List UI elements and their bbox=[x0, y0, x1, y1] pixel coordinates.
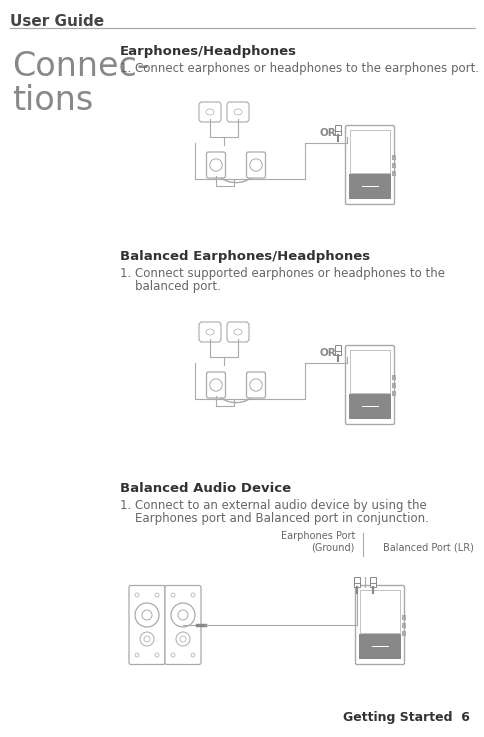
Bar bbox=[348, 394, 390, 419]
Circle shape bbox=[135, 593, 139, 597]
Bar bbox=[391, 155, 395, 159]
Circle shape bbox=[210, 159, 222, 171]
Bar bbox=[359, 590, 399, 632]
Bar bbox=[348, 173, 390, 199]
FancyBboxPatch shape bbox=[165, 585, 200, 665]
FancyBboxPatch shape bbox=[206, 372, 225, 398]
Text: Getting Started  6: Getting Started 6 bbox=[342, 711, 469, 724]
FancyBboxPatch shape bbox=[345, 125, 393, 204]
Bar bbox=[349, 350, 389, 393]
Bar bbox=[391, 391, 395, 396]
FancyBboxPatch shape bbox=[227, 322, 248, 342]
Ellipse shape bbox=[206, 109, 213, 115]
Circle shape bbox=[210, 379, 222, 391]
Bar bbox=[391, 170, 395, 175]
Circle shape bbox=[171, 653, 175, 657]
Circle shape bbox=[135, 653, 139, 657]
Bar bbox=[369, 577, 375, 587]
Text: 1. Connect supported earphones or headphones to the: 1. Connect supported earphones or headph… bbox=[120, 267, 444, 280]
Circle shape bbox=[178, 610, 188, 620]
Bar bbox=[334, 125, 340, 135]
Circle shape bbox=[140, 632, 154, 646]
Text: OR: OR bbox=[319, 128, 336, 138]
Bar bbox=[401, 623, 405, 627]
FancyBboxPatch shape bbox=[129, 585, 165, 665]
Circle shape bbox=[249, 159, 262, 171]
Bar bbox=[334, 345, 340, 355]
Bar bbox=[349, 130, 389, 172]
Text: Connec-
tions: Connec- tions bbox=[12, 50, 149, 117]
Circle shape bbox=[135, 603, 159, 627]
Text: User Guide: User Guide bbox=[10, 14, 104, 29]
Text: 1. Connect earphones or headphones to the earphones port.: 1. Connect earphones or headphones to th… bbox=[120, 62, 478, 75]
Circle shape bbox=[142, 610, 151, 620]
FancyBboxPatch shape bbox=[345, 346, 393, 425]
FancyBboxPatch shape bbox=[227, 102, 248, 122]
Text: Earphones port and Balanced port in conjunction.: Earphones port and Balanced port in conj… bbox=[120, 512, 428, 525]
Bar bbox=[391, 383, 395, 388]
FancyBboxPatch shape bbox=[355, 585, 404, 665]
Bar bbox=[401, 615, 405, 620]
Text: balanced port.: balanced port. bbox=[120, 280, 220, 293]
Circle shape bbox=[180, 636, 186, 642]
Text: Earphones Port
(Ground): Earphones Port (Ground) bbox=[280, 531, 354, 553]
Ellipse shape bbox=[233, 109, 242, 115]
Ellipse shape bbox=[233, 329, 242, 335]
Circle shape bbox=[155, 653, 159, 657]
Bar bbox=[358, 634, 400, 659]
Ellipse shape bbox=[206, 329, 213, 335]
Circle shape bbox=[171, 593, 175, 597]
FancyBboxPatch shape bbox=[198, 102, 221, 122]
Text: 1. Connect to an external audio device by using the: 1. Connect to an external audio device b… bbox=[120, 499, 426, 512]
FancyBboxPatch shape bbox=[246, 372, 265, 398]
Circle shape bbox=[176, 632, 190, 646]
Circle shape bbox=[249, 379, 262, 391]
Text: Balanced Earphones/Headphones: Balanced Earphones/Headphones bbox=[120, 250, 369, 263]
Bar bbox=[401, 630, 405, 635]
Bar bbox=[391, 374, 395, 380]
Text: Balanced Port (LR): Balanced Port (LR) bbox=[382, 543, 473, 553]
Circle shape bbox=[155, 593, 159, 597]
FancyBboxPatch shape bbox=[206, 152, 225, 178]
Bar bbox=[391, 162, 395, 167]
Bar bbox=[353, 577, 359, 587]
Text: Earphones/Headphones: Earphones/Headphones bbox=[120, 45, 296, 58]
FancyBboxPatch shape bbox=[198, 322, 221, 342]
Text: Balanced Audio Device: Balanced Audio Device bbox=[120, 482, 290, 495]
Circle shape bbox=[191, 593, 195, 597]
Circle shape bbox=[191, 653, 195, 657]
Text: OR: OR bbox=[319, 348, 336, 358]
Circle shape bbox=[171, 603, 195, 627]
FancyBboxPatch shape bbox=[246, 152, 265, 178]
Circle shape bbox=[144, 636, 150, 642]
